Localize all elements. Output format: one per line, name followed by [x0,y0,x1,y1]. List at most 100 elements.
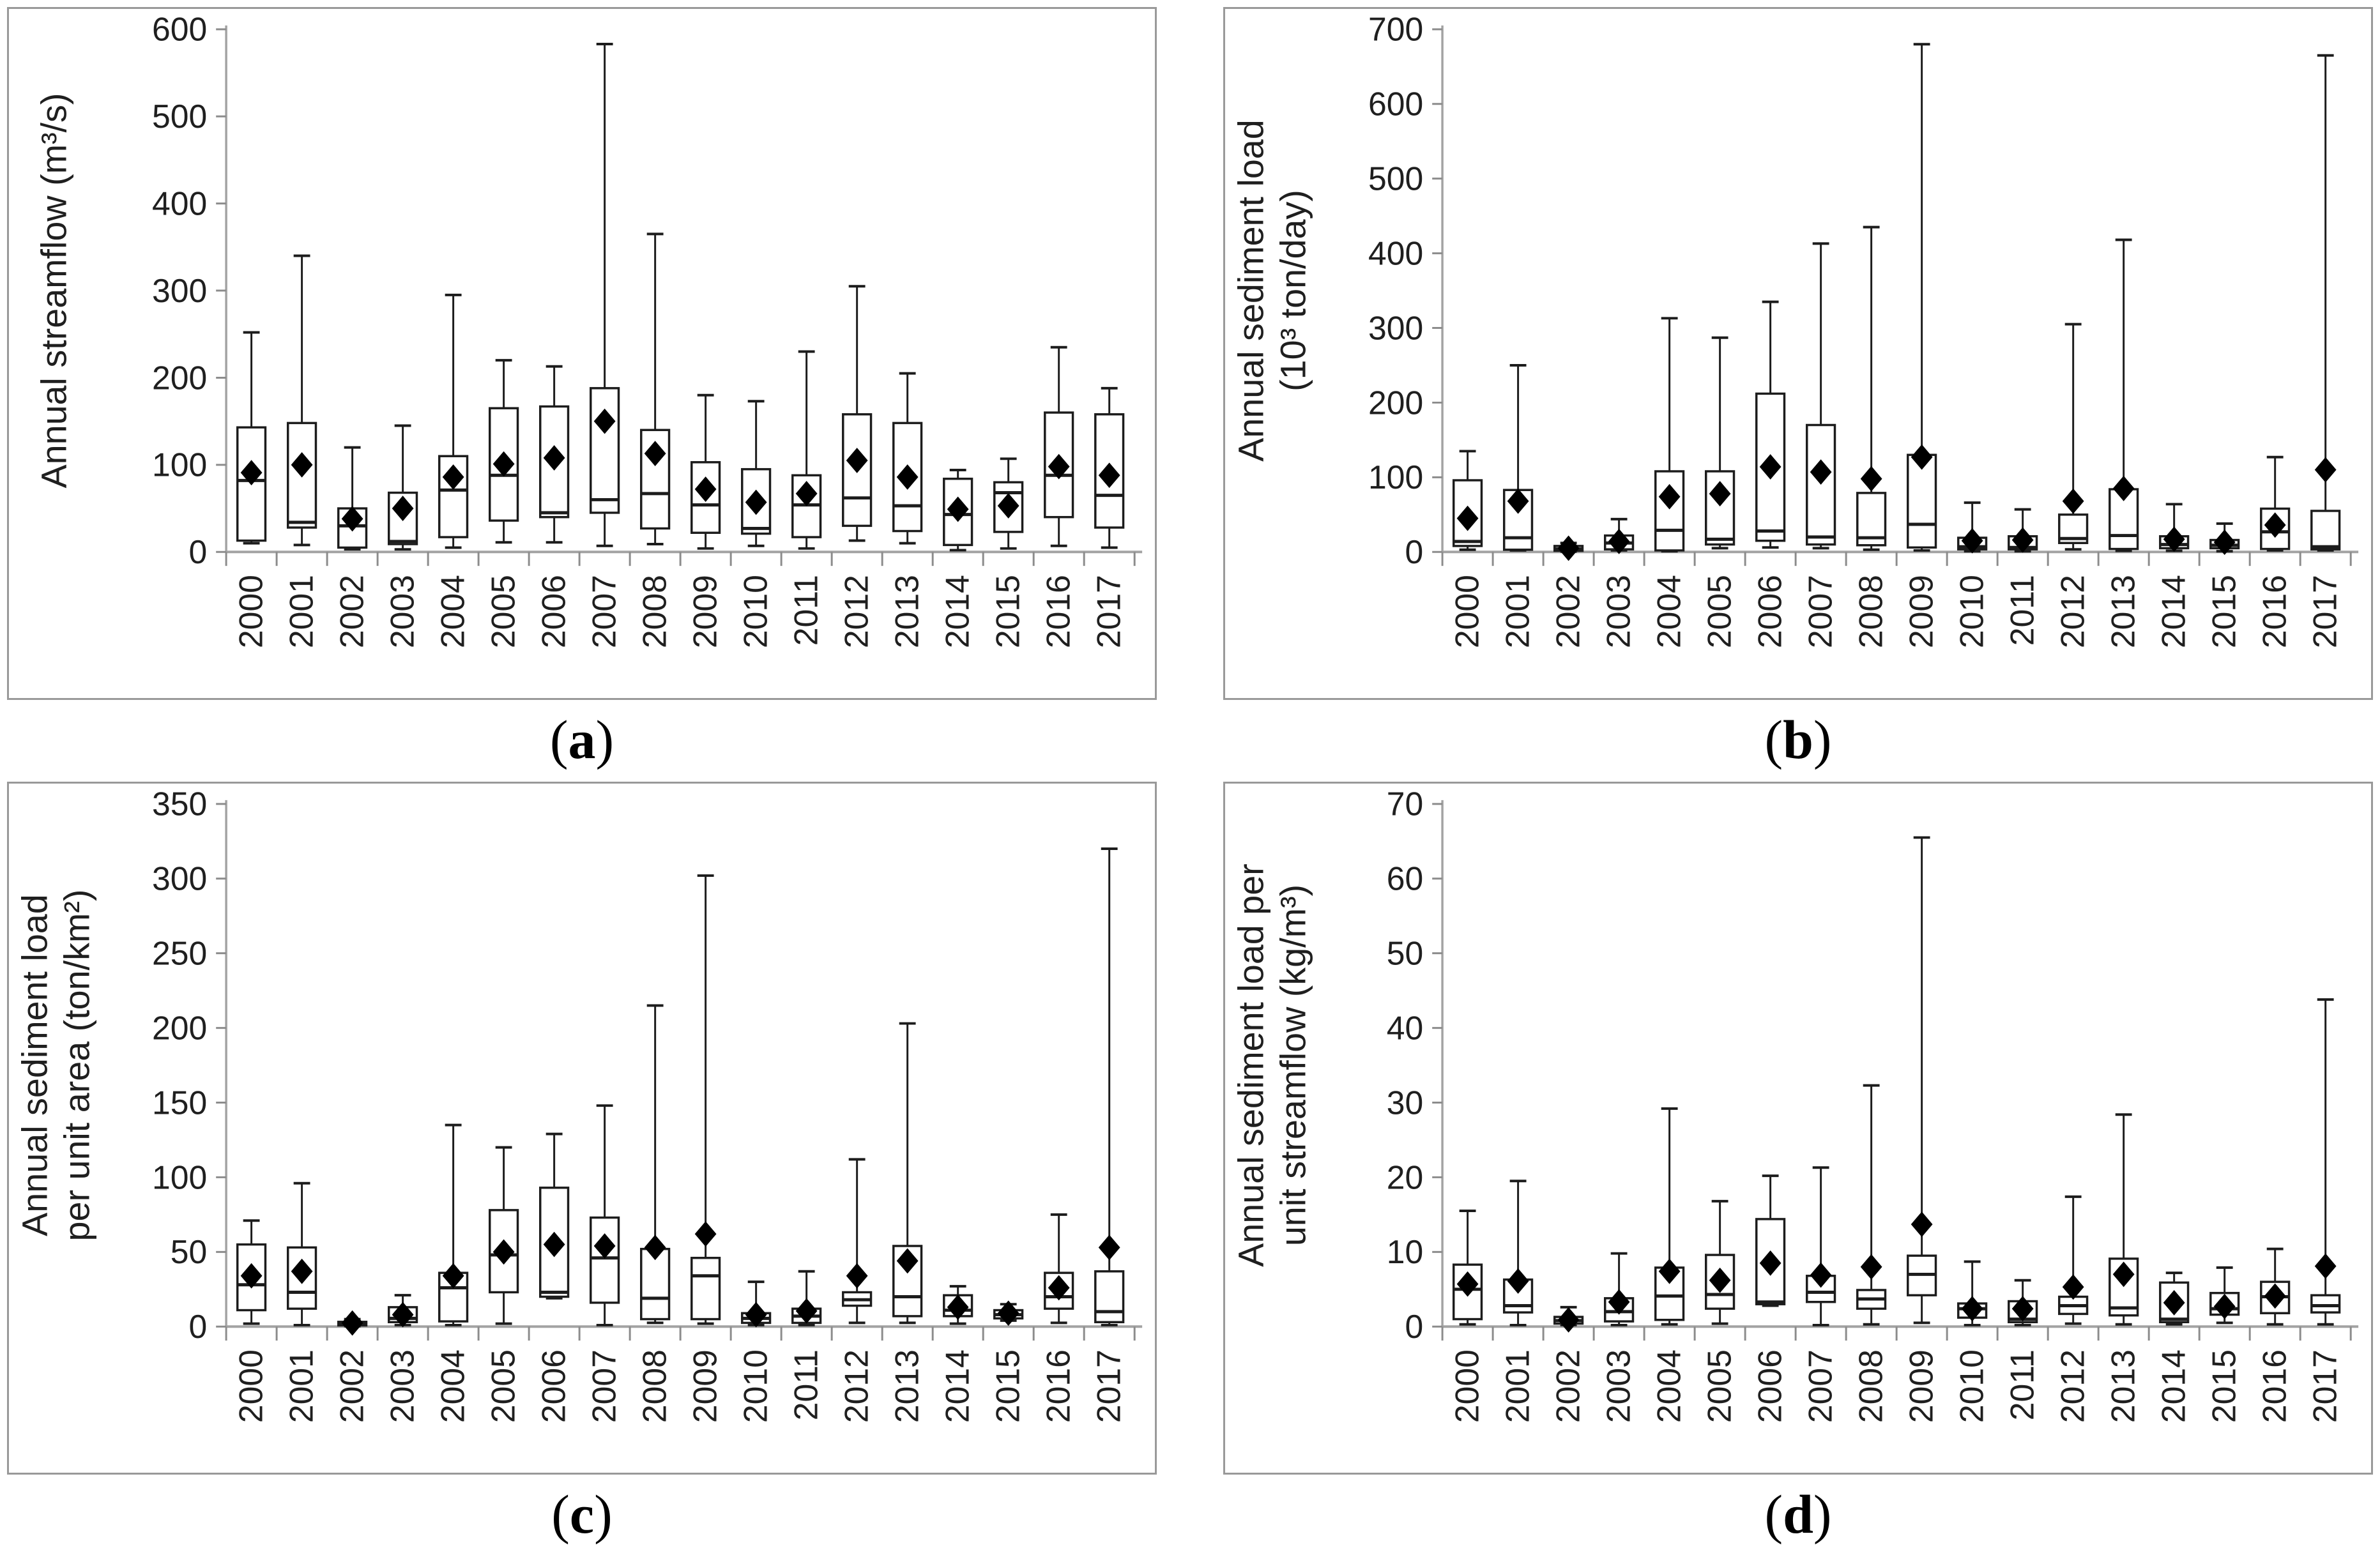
mean-diamond-marker [1860,466,1882,492]
box-a-2017 [1094,386,1125,549]
svg-text:2012: 2012 [838,575,875,648]
panel-c-sediment-load-per-area: 0 50 100 150 200 250 300 350 Annual sediment loa… [7,782,1157,1475]
mean-diamond-marker [795,1298,818,1324]
box-a-2007 [590,43,620,547]
box-c-2002 [337,1310,368,1336]
svg-text:0: 0 [188,533,207,570]
svg-text:250: 250 [152,935,207,972]
caption-paren-close: ) [594,1484,613,1545]
box-a-2008 [640,232,671,545]
svg-text:2009: 2009 [687,575,724,648]
svg-text:2003: 2003 [384,1349,421,1423]
box-c-2010 [741,1280,772,1328]
svg-text:2001: 2001 [283,575,320,648]
mean-diamond-marker [694,476,717,502]
svg-text:2002: 2002 [1550,1349,1587,1423]
svg-text:200: 200 [152,359,207,396]
caption-paren-open: ( [549,709,568,770]
box-b-2013 [2109,238,2139,552]
svg-text:400: 400 [152,185,207,222]
svg-text:2008: 2008 [636,575,673,648]
caption-paren-close: ) [595,709,614,770]
mean-diamond-marker [2163,1289,2185,1316]
caption-paren-open: ( [1764,709,1783,770]
box-a-2001 [286,254,317,547]
svg-text:700: 700 [1368,11,1423,48]
svg-text:2007: 2007 [1802,575,1839,648]
box-d-2014 [2159,1272,2190,1326]
svg-text:50: 50 [171,1233,208,1270]
caption-letter-b: b [1783,709,1813,770]
svg-text:40: 40 [1387,1009,1424,1046]
box-d-2001 [1502,1180,1534,1326]
box-d-2009 [1907,836,1937,1325]
box-a-2003 [387,424,418,551]
svg-text:70: 70 [1387,786,1424,823]
box-a-2010 [741,400,772,547]
box-b-2005 [1705,336,1735,550]
mean-diamond-marker [492,1239,515,1265]
svg-text:2005: 2005 [485,575,522,648]
box-b-2009 [1907,43,1937,552]
caption-paren-open: ( [551,1484,570,1545]
mean-diamond-marker [1456,1271,1479,1297]
box-d-2005 [1705,1199,1735,1325]
mean-diamond-marker [947,1294,969,1320]
svg-text:300: 300 [152,860,207,897]
mean-diamond-marker [1658,483,1681,510]
mean-diamond-marker [2314,1253,2337,1279]
mean-diamond-marker [2213,529,2236,555]
box-a-2016 [1044,345,1074,547]
svg-text:0: 0 [188,1308,207,1345]
box-b-2016 [2260,455,2291,552]
svg-text:2002: 2002 [333,1349,370,1423]
box-c-2016 [1044,1213,1074,1325]
svg-text:300: 300 [1368,309,1423,346]
mean-diamond-marker [593,408,616,434]
mean-diamond-marker [2112,475,2135,501]
mean-diamond-marker [2314,457,2337,483]
box-c-2008 [640,1004,671,1325]
mean-diamond-marker [795,480,818,506]
box-d-2006 [1755,1174,1786,1307]
svg-text:2013: 2013 [889,575,926,648]
svg-text:Annual sediment load: Annual sediment load [1232,119,1271,462]
mean-diamond-marker [1860,1254,1882,1280]
box-b-2015 [2209,522,2240,555]
mean-diamond-marker [2264,1283,2286,1309]
box-a-2004 [438,293,469,549]
svg-text:2006: 2006 [535,575,572,648]
svg-text:2004: 2004 [1651,575,1688,648]
mean-diamond-marker [442,464,464,490]
svg-text:500: 500 [1368,160,1423,197]
mean-diamond-marker [492,451,515,477]
svg-text:2006: 2006 [1751,1349,1789,1423]
svg-text:2003: 2003 [384,575,421,648]
svg-text:2004: 2004 [1651,1349,1688,1423]
mean-diamond-marker [593,1233,616,1259]
mean-diamond-marker [1961,1296,1983,1322]
box-d-2015 [2209,1266,2240,1325]
box-a-2000 [236,331,267,545]
mean-diamond-marker [846,448,868,473]
svg-text:0: 0 [1405,1308,1423,1345]
svg-text:200: 200 [152,1009,207,1046]
svg-text:Annual streamflow (m³/s): Annual streamflow (m³/s) [34,93,73,489]
panel-caption-c: (c) [7,1475,1157,1556]
box-c-2013 [892,1022,923,1325]
mean-diamond-marker [1961,528,1983,554]
mean-diamond-marker [240,460,263,486]
svg-text:2005: 2005 [1701,1349,1738,1423]
mean-diamond-marker [644,441,666,467]
svg-text:10: 10 [1387,1233,1424,1270]
box-c-2001 [286,1181,317,1326]
mean-diamond-marker [896,1248,919,1274]
svg-text:0: 0 [1405,533,1423,570]
svg-text:2015: 2015 [989,1349,1026,1423]
mean-diamond-marker [240,1263,263,1289]
box-d-2013 [2109,1113,2139,1326]
box-d-2016 [2260,1247,2291,1326]
svg-text:2004: 2004 [434,575,471,648]
svg-text:Annual sediment load: Annual sediment load [15,894,55,1236]
box-c-2005 [489,1146,519,1325]
